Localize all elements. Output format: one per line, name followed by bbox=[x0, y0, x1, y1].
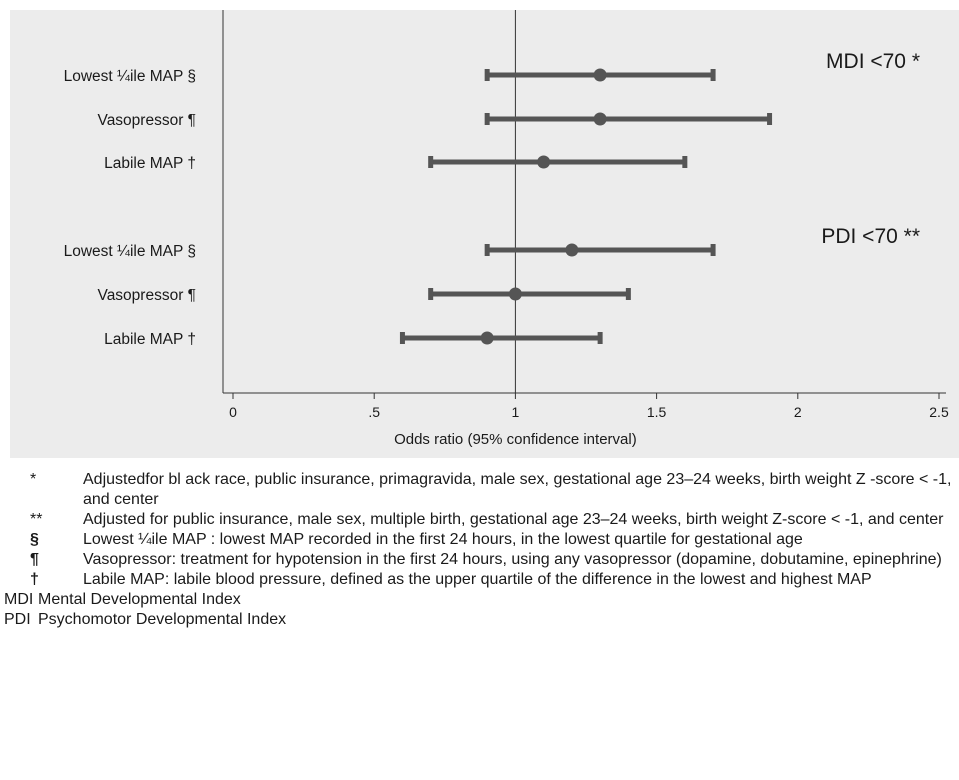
footnote-symbol: ** bbox=[30, 511, 43, 528]
row-label: Lowest ¼ile MAP § bbox=[64, 243, 196, 260]
point-estimate bbox=[565, 243, 579, 257]
footnote-lowest-map: § Lowest ¼ile MAP : lowest MAP recorded … bbox=[0, 530, 959, 550]
row-label: Vasopressor ¶ bbox=[98, 112, 197, 129]
point-estimate bbox=[480, 331, 494, 345]
footnote-mdi-adjustment: * Adjustedfor bl ack race, public insura… bbox=[0, 470, 959, 510]
point-estimate bbox=[508, 287, 522, 301]
footnote-text: Labile MAP: labile blood pressure, defin… bbox=[83, 571, 872, 588]
abbreviation-symbol: PDI bbox=[4, 611, 31, 628]
footnote-symbol: § bbox=[30, 531, 39, 548]
abbreviation-symbol: MDI bbox=[4, 591, 34, 608]
row-label: Labile MAP † bbox=[104, 155, 196, 172]
footnote-pdi-adjustment: ** Adjusted for public insurance, male s… bbox=[0, 510, 959, 530]
point-estimate bbox=[593, 112, 607, 126]
x-axis-title: Odds ratio (95% confidence interval) bbox=[394, 431, 637, 448]
x-tick-label: .5 bbox=[368, 404, 380, 420]
footnote-text: Vasopressor: treatment for hypotension i… bbox=[83, 551, 942, 568]
x-tick-label: 1.5 bbox=[647, 404, 667, 420]
footnote-symbol: ¶ bbox=[30, 551, 39, 568]
footnote-labile-map: † Labile MAP: labile blood pressure, def… bbox=[0, 570, 959, 590]
footnote-symbol: † bbox=[30, 571, 39, 588]
abbreviation-mdi: MDI Mental Developmental Index bbox=[0, 590, 959, 610]
forest-plot-panel: 0 .5 1 1.5 2 2.5 Odds ratio (95% confidence in… bbox=[10, 10, 959, 458]
point-estimate bbox=[593, 68, 607, 82]
row-label: Lowest ¼ile MAP § bbox=[64, 68, 196, 85]
x-tick-label: 2.5 bbox=[929, 404, 949, 420]
row-label: Vasopressor ¶ bbox=[98, 287, 197, 304]
footnote-text: Adjusted for public insurance, male sex,… bbox=[83, 511, 944, 528]
group-label: MDI <70 * bbox=[826, 50, 920, 73]
x-tick-label: 1 bbox=[512, 404, 520, 420]
footnote-text: Lowest ¼ile MAP : lowest MAP recorded in… bbox=[83, 531, 803, 548]
forest-plot: 0 .5 1 1.5 2 2.5 Odds ratio (95% confidence in… bbox=[10, 10, 959, 458]
abbreviation-text: Psychomotor Developmental Index bbox=[38, 611, 287, 628]
row-label: Labile MAP † bbox=[104, 331, 196, 348]
footnote-vasopressor: ¶ Vasopressor: treatment for hypotension… bbox=[0, 550, 959, 570]
footnotes: * Adjustedfor bl ack race, public insura… bbox=[0, 470, 959, 630]
x-tick-label: 0 bbox=[229, 404, 237, 420]
footnote-text: Adjustedfor bl ack race, public insuranc… bbox=[83, 471, 952, 508]
x-tick-label: 2 bbox=[794, 404, 802, 420]
abbreviation-pdi: PDI Psychomotor Developmental Index bbox=[0, 610, 959, 630]
abbreviation-text: Mental Developmental Index bbox=[38, 591, 241, 608]
footnote-symbol: * bbox=[30, 471, 37, 488]
group-label: PDI <70 ** bbox=[821, 225, 920, 248]
point-estimate bbox=[537, 155, 551, 169]
